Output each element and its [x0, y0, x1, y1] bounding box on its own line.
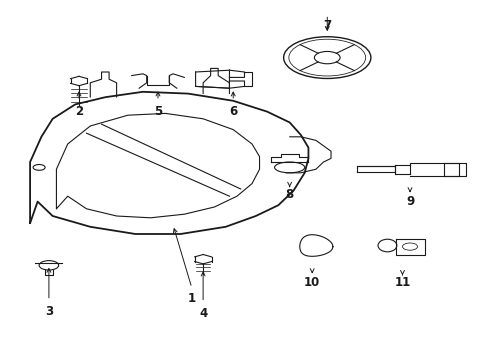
Text: 4: 4 — [199, 307, 207, 320]
Text: 8: 8 — [285, 188, 293, 201]
Text: 5: 5 — [154, 105, 162, 118]
Text: 7: 7 — [323, 19, 331, 32]
Text: 1: 1 — [187, 292, 196, 305]
Text: 10: 10 — [304, 276, 320, 289]
Text: 3: 3 — [45, 305, 53, 318]
Text: 2: 2 — [75, 105, 83, 118]
Text: 6: 6 — [228, 105, 237, 118]
Text: 11: 11 — [393, 276, 410, 289]
Text: 9: 9 — [405, 195, 413, 208]
